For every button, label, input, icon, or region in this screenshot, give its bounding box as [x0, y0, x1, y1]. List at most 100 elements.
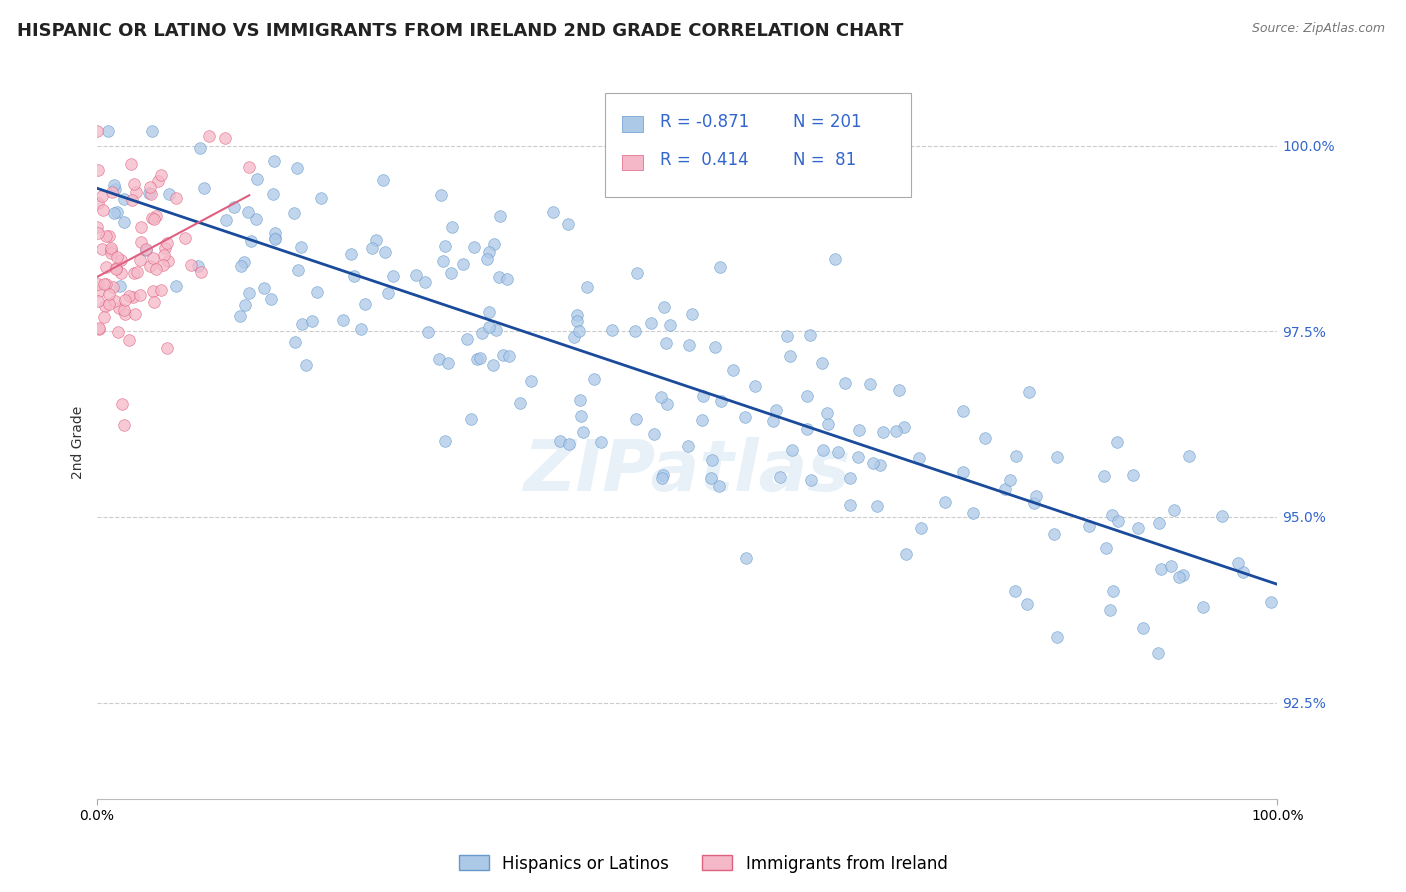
- Point: [482, 358, 505, 372]
- Point: [886, 424, 908, 438]
- Point: [1132, 621, 1154, 635]
- Point: [430, 187, 453, 202]
- Point: [112, 417, 135, 432]
- Point: [839, 471, 862, 485]
- Point: [834, 376, 856, 390]
- Point: [238, 160, 260, 174]
- Point: [655, 397, 678, 411]
- Point: [799, 328, 821, 343]
- Point: [1004, 584, 1026, 599]
- Point: [893, 420, 915, 434]
- Point: [575, 280, 598, 294]
- Point: [107, 301, 129, 315]
- Point: [86, 124, 108, 138]
- Point: [105, 250, 128, 264]
- Point: [373, 173, 395, 187]
- Point: [838, 498, 860, 512]
- Point: [343, 268, 366, 283]
- Point: [87, 277, 110, 291]
- Point: [568, 393, 591, 408]
- Point: [112, 303, 135, 318]
- Point: [600, 323, 623, 337]
- Point: [89, 284, 111, 298]
- Y-axis label: 2nd Grade: 2nd Grade: [72, 406, 86, 479]
- Point: [93, 299, 115, 313]
- Point: [1107, 514, 1129, 528]
- Point: [285, 161, 308, 175]
- Point: [1101, 508, 1123, 522]
- Text: N =  81: N = 81: [793, 152, 856, 169]
- Point: [1046, 630, 1069, 644]
- Point: [846, 450, 869, 465]
- Point: [451, 256, 474, 270]
- Point: [104, 261, 127, 276]
- Point: [121, 194, 143, 208]
- Point: [229, 309, 252, 323]
- Point: [762, 413, 785, 427]
- Point: [87, 322, 110, 336]
- Point: [659, 318, 682, 332]
- Point: [361, 241, 384, 255]
- Text: R = -0.871: R = -0.871: [659, 113, 749, 131]
- Point: [1095, 541, 1118, 556]
- Point: [626, 266, 648, 280]
- Point: [682, 307, 704, 321]
- Point: [709, 260, 731, 275]
- Point: [263, 232, 285, 246]
- Point: [129, 235, 152, 250]
- Point: [100, 243, 122, 257]
- Point: [1122, 468, 1144, 483]
- Point: [350, 322, 373, 336]
- Point: [707, 479, 730, 493]
- Point: [264, 226, 287, 240]
- Point: [1004, 450, 1026, 464]
- Point: [198, 128, 221, 143]
- Point: [374, 244, 396, 259]
- Point: [94, 260, 117, 275]
- Point: [153, 248, 176, 262]
- Point: [104, 262, 127, 277]
- Point: [413, 276, 436, 290]
- Point: [699, 471, 721, 485]
- Point: [91, 202, 114, 217]
- Point: [869, 458, 891, 472]
- Point: [1022, 496, 1045, 510]
- Point: [141, 211, 163, 226]
- Point: [565, 308, 588, 322]
- Point: [887, 383, 910, 397]
- Point: [93, 277, 115, 291]
- Point: [139, 259, 162, 273]
- Point: [1025, 490, 1047, 504]
- Point: [655, 336, 678, 351]
- Point: [1147, 646, 1170, 660]
- Point: [796, 422, 818, 436]
- Point: [87, 321, 110, 335]
- Point: [509, 396, 531, 410]
- Point: [765, 402, 787, 417]
- Point: [98, 228, 121, 243]
- Point: [117, 289, 139, 303]
- Point: [478, 320, 501, 334]
- Point: [1163, 503, 1185, 517]
- Point: [1150, 562, 1173, 576]
- Point: [120, 157, 142, 171]
- Point: [744, 379, 766, 393]
- Point: [97, 124, 120, 138]
- Point: [222, 200, 245, 214]
- Point: [734, 409, 756, 424]
- Point: [245, 172, 267, 186]
- Point: [214, 131, 236, 145]
- Point: [107, 325, 129, 339]
- Point: [157, 253, 180, 268]
- Text: R =  0.414: R = 0.414: [659, 152, 748, 169]
- Point: [1043, 527, 1066, 541]
- Point: [309, 191, 332, 205]
- Point: [110, 253, 132, 268]
- Point: [463, 240, 485, 254]
- Point: [301, 313, 323, 327]
- Point: [112, 192, 135, 206]
- Point: [108, 279, 131, 293]
- Point: [332, 312, 354, 326]
- Point: [437, 356, 460, 370]
- Point: [105, 205, 128, 219]
